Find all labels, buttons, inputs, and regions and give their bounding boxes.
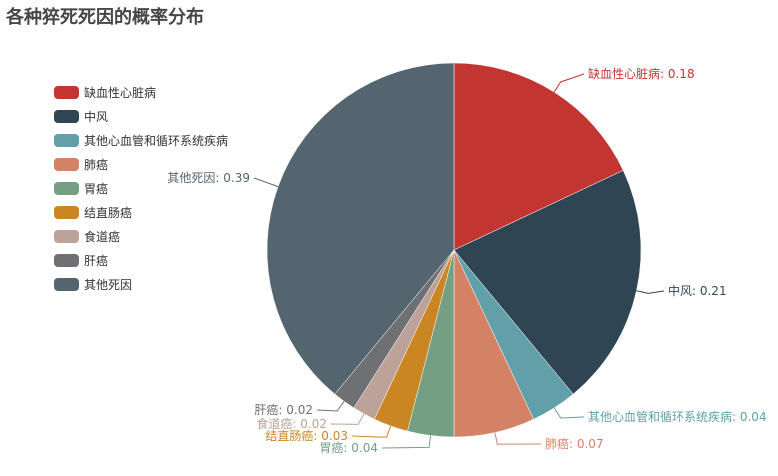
slice-label: 结直肠癌: 0.03: [265, 428, 348, 443]
legend-swatch-icon: [54, 157, 79, 171]
legend-item[interactable]: 结直肠癌: [54, 200, 228, 224]
pie-slice[interactable]: [453, 62, 624, 251]
legend-label: 食道癌: [84, 229, 121, 244]
label-leader-line: [351, 425, 392, 438]
label-leader-line: [553, 407, 585, 419]
legend-item[interactable]: 食道癌: [54, 224, 228, 248]
legend-swatch-icon: [54, 229, 79, 243]
legend-label: 肝癌: [84, 253, 109, 268]
legend: 缺血性心脏病 中风其他心血管和循环系统疾病 肺癌胃癌结直肠癌食道癌肝癌其他死因: [54, 80, 228, 296]
legend-swatch-icon: [54, 109, 79, 123]
slice-label: 缺血性心脏病: 0.18: [588, 66, 695, 81]
label-leader-line: [553, 73, 585, 93]
legend-label: 缺血性心脏病: [84, 85, 157, 100]
legend-label: 中风: [84, 109, 109, 124]
legend-swatch-icon: [54, 253, 79, 267]
label-leader-line: [253, 177, 279, 188]
legend-item[interactable]: 中风: [54, 104, 228, 128]
slice-label: 中风: 0.21: [668, 283, 727, 298]
legend-item[interactable]: 肝癌: [54, 248, 228, 272]
legend-swatch-icon: [54, 205, 79, 219]
legend-label: 结直肠癌: [84, 205, 133, 220]
slice-label: 肺癌: 0.07: [545, 436, 604, 451]
legend-swatch-icon: [54, 277, 79, 291]
chart-title: 各种猝死死因的概率分布: [6, 7, 204, 28]
legend-label: 胃癌: [84, 181, 109, 196]
label-leader-line: [494, 432, 542, 445]
legend-label: 其他心血管和循环系统疾病: [84, 133, 229, 148]
slice-label: 肝癌: 0.02: [254, 402, 313, 417]
label-leader-line: [316, 400, 345, 412]
slice-label: 食道癌: 0.02: [256, 416, 327, 431]
label-leader-line: [636, 290, 665, 294]
slice-label: 胃癌: 0.04: [319, 440, 378, 455]
legend-item[interactable]: 肺癌: [54, 152, 228, 176]
label-leader-line: [381, 435, 432, 449]
legend-item[interactable]: 其他死因: [54, 272, 228, 296]
legend-label: 其他死因: [84, 277, 133, 292]
legend-item[interactable]: 其他心血管和循环系统疾病: [54, 128, 228, 152]
slice-label: 其他心血管和循环系统疾病: 0.04: [588, 409, 767, 424]
legend-item[interactable]: 缺血性心脏病: [54, 80, 228, 104]
label-leader-line: [330, 413, 365, 425]
legend-swatch-icon: [54, 85, 79, 99]
legend-swatch-icon: [54, 133, 79, 147]
legend-label: 肺癌: [84, 157, 109, 172]
slice-label: 其他死因: 0.39: [167, 171, 250, 185]
legend-swatch-icon: [54, 181, 79, 195]
pie-slice[interactable]: [266, 62, 455, 395]
legend-item[interactable]: 胃癌: [54, 176, 228, 200]
